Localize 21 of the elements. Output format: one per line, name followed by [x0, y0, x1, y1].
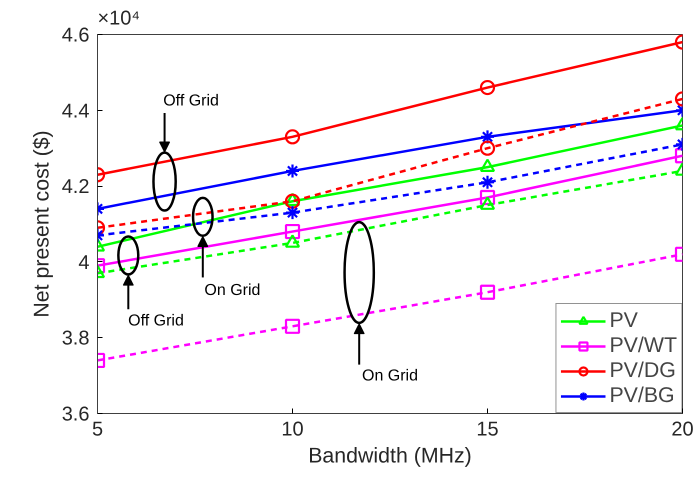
y-axis-title: Net present cost ($) [30, 130, 54, 318]
x-tick-label: 10 [281, 418, 304, 440]
x-tick-label: 15 [476, 418, 499, 440]
annotation: Off Grid [128, 312, 184, 330]
legend-label: PV/WT [609, 333, 677, 358]
x-tick-label: 20 [671, 418, 694, 440]
y-tick-label: 4.6 [62, 24, 90, 46]
x-axis-title: Bandwidth (MHz) [308, 444, 472, 468]
annotation: Off Grid [163, 92, 219, 110]
annotation: On Grid [362, 367, 418, 384]
y-tick-label: 4.4 [62, 100, 90, 122]
y-tick-label: 3.6 [62, 404, 90, 426]
annotation: On Grid [204, 282, 260, 299]
y-tick-label: 3.8 [62, 328, 90, 350]
y-tick-label: 4 [78, 252, 90, 274]
y-tick-label: 4.2 [62, 176, 90, 198]
legend-label: PV/DG [609, 358, 676, 383]
text: ×10⁴ [98, 8, 140, 30]
legend-label: PV/BG [609, 383, 675, 408]
legend-label: PV [609, 308, 638, 333]
x-tick-label: 5 [92, 418, 104, 440]
